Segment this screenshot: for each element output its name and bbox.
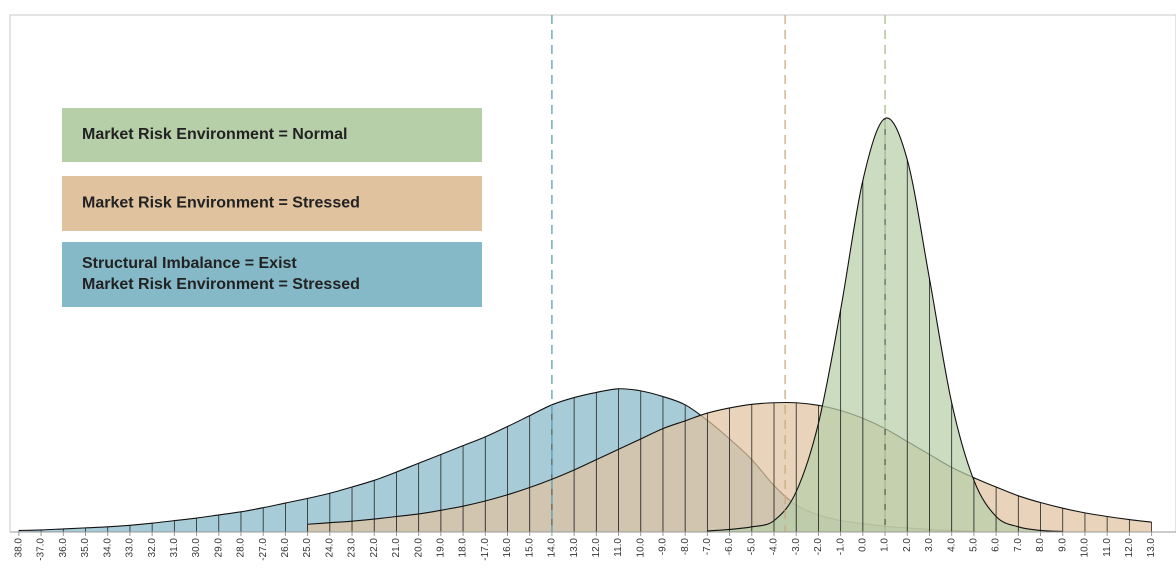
x-tick-label: 11.0 — [613, 538, 624, 557]
x-tick-label: -8.0 — [680, 538, 691, 556]
x-tick-label: 10.0 — [1080, 538, 1091, 558]
curve-line — [307, 401, 1152, 525]
x-tick-label: 4.0 — [946, 538, 957, 552]
legend-box — [62, 242, 482, 307]
x-tick-label: 21.0 — [391, 538, 402, 558]
legend-box — [62, 176, 482, 231]
x-tick-label: 16.0 — [502, 538, 513, 558]
x-tick-label: -7.0 — [702, 538, 713, 556]
x-tick-label: -37.0 — [36, 538, 47, 561]
curve-line — [707, 117, 1063, 533]
x-tick-label: 22.0 — [369, 538, 380, 558]
x-tick-label: 20.0 — [413, 538, 424, 558]
plot-frame — [9, 14, 1176, 532]
x-tick-label: 29.0 — [213, 538, 224, 558]
x-tick-label: -6.0 — [724, 538, 735, 556]
x-tick-label: 9.0 — [1057, 538, 1068, 552]
x-tick-label: 19.0 — [436, 538, 447, 558]
x-tick-label: 6.0 — [991, 538, 1002, 552]
x-tick-label: 1.0 — [880, 538, 891, 552]
legend-label: Market Risk Environment = Stressed — [82, 195, 360, 212]
x-tick-label: 24.0 — [324, 538, 335, 558]
x-tick-label: 2.0 — [902, 538, 913, 552]
x-tick-label: -9.0 — [658, 538, 669, 556]
x-tick-label: 32.0 — [147, 538, 158, 558]
x-tick-label: 12.0 — [591, 538, 602, 558]
legend-label: Structural Imbalance = Exist — [82, 255, 297, 272]
x-tick-label: 34.0 — [102, 538, 113, 558]
x-tick-label: 11.0 — [1102, 538, 1113, 557]
x-tick-label: 35.0 — [80, 538, 91, 558]
x-tick-label: 15.0 — [524, 538, 535, 558]
x-tick-label: -5.0 — [746, 538, 757, 556]
x-tick-label: 38.0 — [14, 538, 25, 558]
x-tick-label: 26.0 — [280, 538, 291, 558]
x-tick-label: -27.0 — [258, 538, 269, 561]
x-tick-label: 7.0 — [1013, 538, 1024, 552]
x-tick-label: 13.0 — [569, 538, 580, 558]
x-tick-label: -3.0 — [791, 538, 802, 556]
x-tick-label: -4.0 — [769, 538, 780, 556]
legend-box — [62, 108, 482, 162]
series-group — [706, 117, 1064, 533]
x-tick-label: 25.0 — [302, 538, 313, 558]
legend-label: Market Risk Environment = Stressed — [82, 276, 360, 293]
x-tick-label: 13.0 — [1146, 538, 1157, 558]
x-tick-label: 33.0 — [125, 538, 136, 558]
x-tick-label: 14.0 — [547, 538, 558, 558]
legend-label: Market Risk Environment = Normal — [82, 126, 347, 143]
x-tick-label: 10.0 — [635, 538, 646, 558]
x-tick-label: 30.0 — [191, 538, 202, 558]
x-tick-label: -17.0 — [480, 538, 491, 561]
x-tick-label: 3.0 — [924, 538, 935, 552]
x-tick-label: 12.0 — [1124, 538, 1135, 558]
x-tick-label: -2.0 — [813, 538, 824, 556]
x-tick-label: -1.0 — [835, 538, 846, 556]
x-tick-label: 23.0 — [347, 538, 358, 558]
x-tick-label: 0.0 — [857, 538, 868, 552]
x-tick-label: 8.0 — [1035, 538, 1046, 552]
x-tick-label: 5.0 — [969, 538, 980, 552]
x-tick-label: 36.0 — [58, 538, 69, 558]
x-tick-label: 31.0 — [169, 538, 180, 558]
x-tick-label: 18.0 — [458, 538, 469, 558]
x-tick-label: 28.0 — [236, 538, 247, 558]
